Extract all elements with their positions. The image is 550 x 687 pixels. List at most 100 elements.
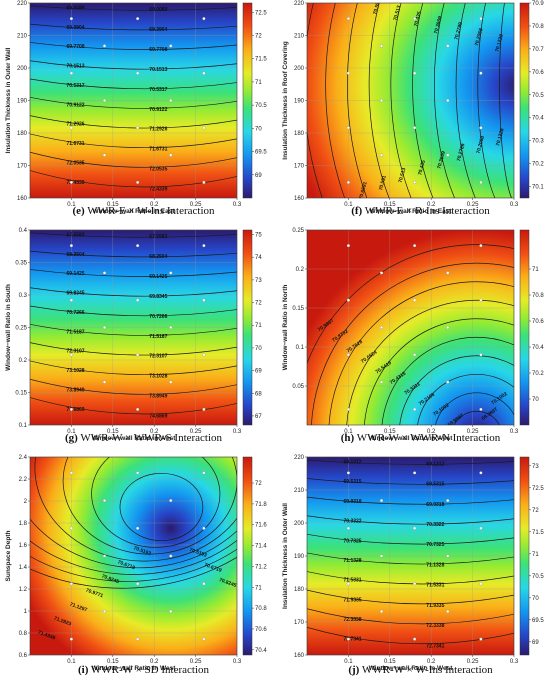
colorbar-tick-label: 71 [255, 80, 262, 86]
sample-point [136, 582, 140, 586]
contour-line [30, 518, 237, 569]
contour-line [311, 262, 514, 425]
y-tick-label: 2.4 [19, 455, 28, 461]
contour-line [328, 281, 514, 425]
colorbar-tick-label: 70.2 [532, 371, 544, 377]
y-tick-label: 0.2 [296, 267, 305, 273]
x-axis-label: Window−wall Ratio in West [92, 665, 177, 672]
contour-label: 74.6869 [149, 414, 167, 420]
contour-label: 72.3338 [344, 617, 362, 623]
colorbar-tick-label: 72 [255, 301, 262, 307]
contour-line [119, 473, 204, 542]
colorbar-tick-label: 74 [255, 255, 262, 261]
colorbar-tick-label: 70 [532, 596, 539, 602]
contour-label: 70.1513 [67, 64, 85, 70]
sample-point [446, 380, 450, 384]
sample-point [479, 353, 483, 357]
contour-line [30, 397, 237, 415]
x-tick-label: 0.3 [233, 659, 242, 665]
contour-label: 70.7266 [149, 314, 167, 320]
y-tick-label: 220 [294, 1, 305, 7]
contour-label: 71.5331 [344, 578, 362, 584]
sample-point [379, 609, 384, 613]
sample-point [346, 71, 350, 75]
contour-label: 69.3904 [67, 25, 85, 31]
sample-point [169, 271, 173, 275]
sample-point [379, 153, 384, 157]
contour-label: 70.513 [393, 5, 403, 22]
contour-label: 70.6691 [358, 181, 369, 200]
contour-label: 72.3107 [149, 354, 167, 360]
y-tick-label: 1.2 [19, 587, 28, 593]
contour-label: 69.9318 [344, 499, 362, 505]
contour-line [30, 42, 237, 50]
colorbar-tick-label: 69 [255, 173, 262, 179]
x-axis-label: Window−wall Ratio in East [369, 208, 452, 215]
contour-label: 70.1228 [494, 33, 505, 52]
x-tick-label: 0.2 [150, 429, 159, 435]
contour-label: 69.1312 [426, 461, 444, 467]
colorbar-tick-label: 71 [255, 585, 262, 591]
y-axis-label: Insulation Thickness in Roof Covering [282, 41, 289, 159]
sample-point [413, 71, 417, 75]
sample-point [169, 44, 173, 48]
contour-label: 72.7341 [344, 637, 362, 643]
y-tick-label: 0.1 [296, 345, 305, 351]
colorbar-tick-label: 70.4 [255, 648, 267, 654]
sample-point [379, 44, 384, 48]
contour-label: 70.2789 [454, 21, 465, 40]
colorbar-tick-label: 69.5 [255, 150, 267, 156]
contour-line [412, 3, 434, 198]
contour-line [30, 549, 237, 582]
y-tick-label: 0.8 [19, 631, 28, 637]
colorbar-tick-label: 69 [255, 369, 262, 375]
y-tick-label: 0.35 [15, 261, 27, 267]
contour-line [499, 3, 512, 198]
contour-label: 70.435 [417, 159, 427, 176]
colorbar [242, 456, 253, 656]
sample-point [136, 526, 140, 530]
contour-label: 70.591 [372, 0, 382, 15]
sample-point [346, 471, 350, 475]
sample-point [479, 637, 483, 641]
colorbar-tick-label: 72 [255, 34, 262, 40]
sample-point [136, 353, 140, 357]
y-tick-label: 170 [294, 164, 305, 170]
colorbar-tick-label: 70 [532, 397, 539, 403]
y-tick-label: 220 [294, 455, 305, 461]
contour-line [325, 3, 346, 198]
y-tick-label: 0.1 [19, 423, 28, 429]
contour-label: 69.0089 [67, 5, 85, 11]
colorbar [519, 229, 530, 426]
contour-label: 69.9318 [426, 502, 444, 508]
y-tick-label: 0.25 [15, 326, 27, 332]
plot-frame [306, 229, 515, 426]
y-axis-label: Insulation Thickness in Outer Wall [282, 503, 289, 609]
sample-point [379, 325, 384, 330]
contour-label: 69.7708 [67, 44, 85, 50]
contour-line [30, 5, 237, 11]
sample-point [446, 609, 450, 613]
contour-line [30, 60, 237, 70]
sample-point [136, 637, 140, 641]
colorbar-tick-label: 73 [255, 278, 262, 284]
x-axis-label: Window−wall Ratio in West [369, 435, 454, 442]
sample-point [413, 126, 417, 130]
sample-point [136, 180, 140, 184]
sample-point [102, 325, 107, 330]
y-tick-label: 210 [294, 488, 305, 494]
x-tick-label: 0.25 [190, 429, 202, 435]
contour-label: 69.5315 [426, 482, 444, 488]
x-tick-label: 0.2 [427, 202, 436, 208]
sample-point [102, 609, 107, 613]
contour-line [63, 457, 237, 555]
x-tick-label: 0.15 [384, 202, 396, 208]
y-axis-label: Insulation Thickness in Outer Wall [5, 47, 12, 153]
panel-caption: (f) WWR-E × R-Ins Interaction [351, 205, 490, 217]
x-tick-label: 0.15 [384, 429, 396, 435]
heatmap-fill [307, 230, 514, 425]
contour-label: 70.3669 [436, 150, 447, 169]
sample-point [202, 471, 206, 475]
contour-line [364, 318, 514, 425]
contour-label: 69.1312 [344, 460, 362, 466]
